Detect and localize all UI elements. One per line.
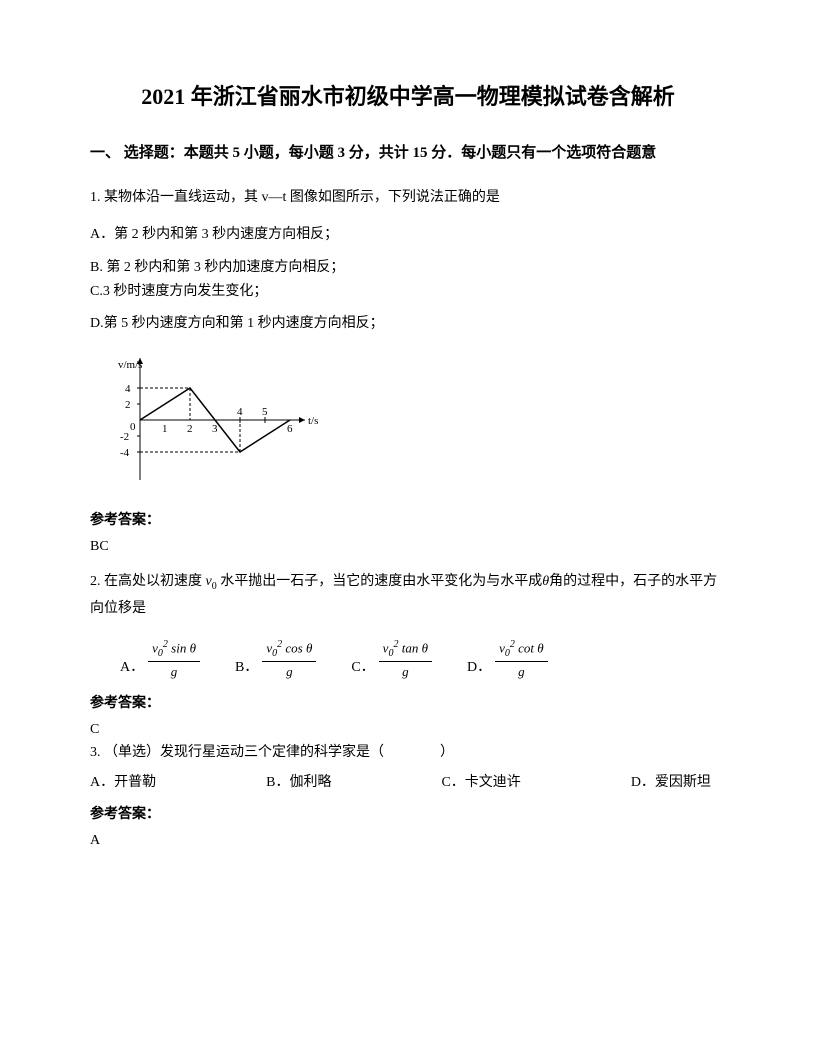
svg-text:2: 2 xyxy=(125,399,131,411)
section-header: 一、 选择题：本题共 5 小题，每小题 3 分，共计 15 分．每小题只有一个选… xyxy=(90,141,726,165)
q3-answer-label: 参考答案： xyxy=(90,803,726,823)
y-axis-label: v/m/s xyxy=(118,359,142,371)
q1-option-c: C.3 秒时速度方向发生变化； xyxy=(90,281,726,303)
q2-option-c: C． v02 tan θ g xyxy=(351,635,432,676)
q1-option-d: D.第 5 秒内速度方向和第 1 秒内速度方向相反； xyxy=(90,313,726,335)
q3-option-b: B．伽利略 xyxy=(266,771,331,791)
svg-text:4: 4 xyxy=(125,383,131,395)
q3-options: A．开普勒 B．伽利略 C．卡文迪许 D．爱因斯坦 xyxy=(90,771,726,791)
q1-answer: BC xyxy=(90,539,726,555)
q2-answer-label: 参考答案： xyxy=(90,692,726,712)
svg-text:4: 4 xyxy=(237,406,243,418)
q2-answer: C xyxy=(90,722,726,738)
svg-text:1: 1 xyxy=(162,423,168,435)
q2-option-d: D． v02 cot θ g xyxy=(467,635,548,676)
q1-text: 1. 某物体沿一直线运动，其 v—t 图像如图所示，下列说法正确的是 xyxy=(90,185,726,210)
svg-text:3: 3 xyxy=(212,423,218,435)
page-title: 2021 年浙江省丽水市初级中学高一物理模拟试卷含解析 xyxy=(90,80,726,113)
q3-text: 3. （单选）发现行星运动三个定律的科学家是（ ） xyxy=(90,740,726,765)
svg-text:2: 2 xyxy=(187,423,193,435)
velocity-time-graph: v/m/s 4 2 0 -2 -4 1 2 3 4 5 6 t/s xyxy=(100,350,726,495)
svg-text:0: 0 xyxy=(130,421,136,433)
svg-text:6: 6 xyxy=(287,423,293,435)
svg-text:-2: -2 xyxy=(120,431,129,443)
x-axis-label: t/s xyxy=(308,415,318,427)
svg-text:-4: -4 xyxy=(120,447,130,459)
q1-answer-label: 参考答案： xyxy=(90,509,726,529)
svg-text:5: 5 xyxy=(262,406,268,418)
q3-answer: A xyxy=(90,833,726,849)
q2-option-a: A． v02 sin θ g xyxy=(120,635,200,676)
q2-text: 2. 在高处以初速度 v0 水平抛出一石子，当它的速度由水平变化为与水平成θ角的… xyxy=(90,569,726,621)
q1-option-a: A．第 2 秒内和第 3 秒内速度方向相反； xyxy=(90,224,726,246)
q2-options: A． v02 sin θ g B． v02 cos θ g C． v02 tan… xyxy=(120,635,726,676)
q1-option-b: B. 第 2 秒内和第 3 秒内加速度方向相反； xyxy=(90,257,726,279)
q2-option-b: B． v02 cos θ g xyxy=(235,635,316,676)
q3-option-c: C．卡文迪许 xyxy=(441,771,520,791)
q3-option-d: D．爱因斯坦 xyxy=(631,771,711,791)
q3-option-a: A．开普勒 xyxy=(90,771,156,791)
